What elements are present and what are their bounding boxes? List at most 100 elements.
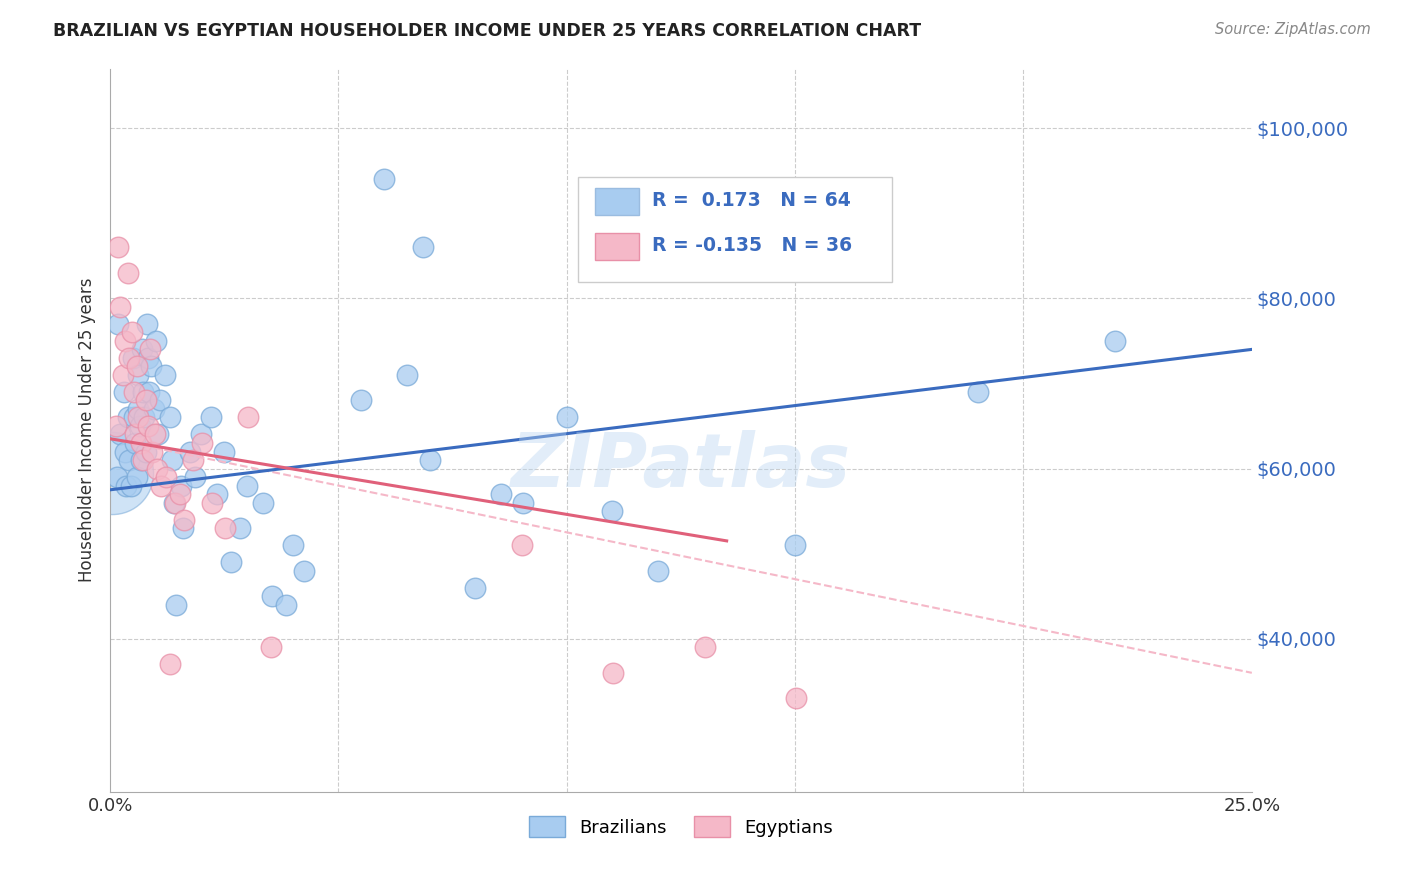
Point [200,410,222,425]
Point [395,368,418,382]
Point [135,393,157,408]
Text: Source: ZipAtlas.com: Source: ZipAtlas.com [1215,22,1371,37]
Point [122,410,145,425]
Point [292,564,315,578]
Point [132,453,155,467]
Point [647,564,669,578]
Point [107,240,129,254]
Point [200,495,222,509]
Y-axis label: Householder Income Under 25 years: Householder Income Under 25 years [79,278,96,582]
Point [120,478,142,492]
Point [122,351,145,365]
Point [159,410,181,425]
Point [350,393,373,408]
Point [136,351,159,365]
Point [183,470,205,484]
Point [134,410,156,425]
Point [135,317,157,331]
Point [114,334,136,348]
Point [159,657,181,672]
Point [412,240,434,254]
Point [419,453,441,467]
Point [236,478,259,492]
Point [118,351,141,365]
Point [128,419,150,434]
Point [966,384,988,399]
Point [129,453,152,467]
Point [132,384,155,399]
Point [229,521,252,535]
Point [117,266,139,280]
Point [129,436,152,450]
Point [785,691,807,706]
Point [146,427,169,442]
Point [118,453,141,467]
Point [163,495,186,509]
Point [142,401,165,416]
Point [214,444,236,458]
Point [262,589,284,603]
Point [555,410,578,425]
Point [139,343,162,357]
Point [125,470,148,484]
Point [173,513,195,527]
Point [125,359,148,374]
Point [104,419,127,434]
Point [1104,334,1126,348]
Text: ZIPatlas: ZIPatlas [510,430,851,503]
Text: R = -0.135   N = 36: R = -0.135 N = 36 [652,236,852,255]
Point [101,466,124,480]
Point [274,598,297,612]
Point [114,444,136,458]
Legend: Brazilians, Egyptians: Brazilians, Egyptians [522,809,841,845]
Point [693,640,716,655]
Point [111,368,134,382]
Point [121,326,143,340]
Point [191,436,214,450]
Point [108,300,131,314]
Point [163,495,186,509]
Point [122,384,145,399]
Point [131,343,153,357]
Point [219,555,242,569]
Point [124,427,146,442]
Point [145,334,167,348]
FancyBboxPatch shape [595,233,638,260]
Text: BRAZILIAN VS EGYPTIAN HOUSEHOLDER INCOME UNDER 25 YEARS CORRELATION CHART: BRAZILIAN VS EGYPTIAN HOUSEHOLDER INCOME… [53,22,921,40]
FancyBboxPatch shape [578,177,893,282]
Point [107,317,129,331]
Point [127,401,149,416]
Point [214,521,236,535]
Point [150,478,173,492]
Point [464,581,486,595]
Point [115,478,138,492]
Point [105,470,128,484]
Point [602,665,624,680]
Point [138,384,160,399]
Point [145,461,167,475]
Point [602,504,624,518]
Point [236,410,259,425]
Point [112,384,135,399]
Point [153,368,176,382]
Point [117,410,139,425]
Point [124,436,146,450]
Point [170,478,193,492]
FancyBboxPatch shape [595,188,638,215]
Point [149,393,172,408]
Point [252,495,274,509]
Text: R =  0.173   N = 64: R = 0.173 N = 64 [652,192,851,211]
Point [155,470,177,484]
Point [141,444,163,458]
Point [190,427,212,442]
Point [135,444,157,458]
Point [512,495,534,509]
Point [141,359,163,374]
Point [165,598,187,612]
Point [169,487,191,501]
Point [281,538,304,552]
Point [108,427,131,442]
Point [172,521,194,535]
Point [136,419,159,434]
Point [160,453,183,467]
